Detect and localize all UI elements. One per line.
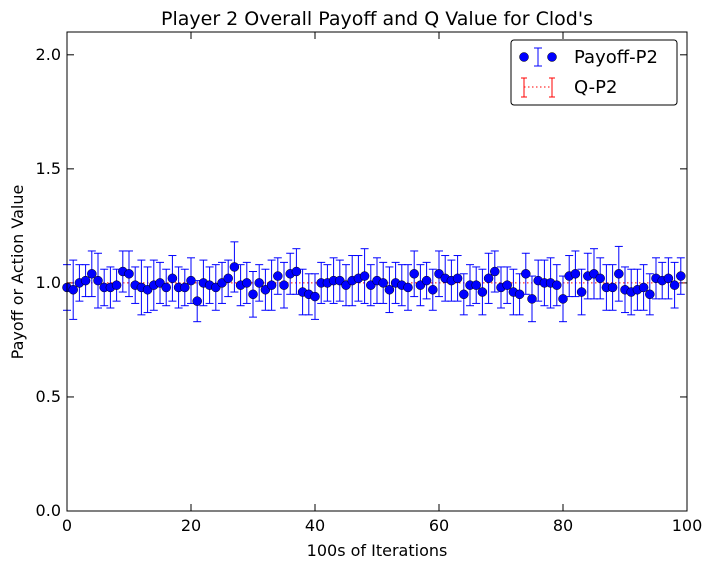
payoff-point — [111, 280, 122, 290]
x-tick-label: 40 — [305, 516, 325, 535]
x-tick-label: 100 — [672, 516, 703, 535]
payoff-point — [359, 271, 370, 281]
payoff-point — [87, 269, 97, 279]
payoff-point — [576, 287, 587, 297]
payoff-point — [607, 282, 618, 293]
payoff-point — [459, 289, 469, 300]
payoff-point — [242, 278, 252, 288]
payoff-point — [409, 269, 419, 279]
payoff-point — [552, 280, 562, 290]
legend-marker-q — [521, 77, 555, 98]
x-tick-label: 60 — [429, 516, 449, 535]
payoff-point — [428, 284, 438, 295]
legend-marker-payoff — [519, 47, 557, 67]
x-tick-label: 0 — [62, 516, 72, 535]
payoff-point — [614, 269, 624, 279]
payoff-point — [595, 273, 605, 284]
legend: Payoff-P2 Q-P2 — [510, 39, 678, 106]
payoff-point — [490, 266, 500, 277]
y-tick-label: 0.0 — [36, 501, 61, 520]
payoff-point — [663, 273, 674, 284]
x-axis-label: 100s of Iterations — [307, 541, 448, 560]
payoff-point — [192, 296, 202, 306]
payoff-point — [403, 282, 413, 293]
legend-label-payoff: Payoff-P2 — [574, 47, 658, 68]
x-tick-label: 20 — [181, 516, 201, 535]
payoff-point — [161, 282, 171, 293]
payoff-point — [167, 273, 178, 284]
y-axis-label: Payoff or Action Value — [8, 185, 27, 360]
y-tick-label: 1.5 — [36, 159, 61, 178]
payoff-point — [180, 282, 190, 293]
payoff-point — [452, 273, 463, 284]
chart-title: Player 2 Overall Payoff and Q Value for … — [161, 8, 593, 30]
payoff-point — [279, 280, 289, 290]
payoff-point — [93, 275, 103, 286]
payoff-point — [502, 280, 512, 290]
payoff-point — [248, 289, 258, 300]
payoff-point — [570, 269, 581, 279]
payoff-point — [310, 291, 320, 302]
payoff-point — [483, 273, 494, 284]
payoff-series — [62, 241, 686, 323]
payoff-point — [676, 271, 686, 281]
payoff-point — [291, 266, 302, 277]
payoff-point — [527, 294, 537, 304]
payoff-point — [521, 269, 531, 279]
payoff-point — [669, 280, 680, 290]
payoff-point — [645, 289, 655, 300]
payoff-point — [68, 284, 78, 295]
payoff-point — [638, 282, 649, 293]
y-tick-labels: 0.0 0.5 1.0 1.5 2.0 — [36, 45, 61, 520]
payoff-point — [266, 280, 277, 290]
legend-label-q: Q-P2 — [574, 77, 617, 98]
payoff-point — [421, 275, 432, 286]
payoff-point — [378, 278, 388, 288]
y-tick-label: 2.0 — [36, 45, 61, 64]
plot-frame — [66, 31, 688, 512]
payoff-point — [229, 262, 240, 272]
payoff-point — [558, 294, 568, 304]
payoff-point — [254, 278, 264, 288]
x-tick-labels: 0 20 40 60 80 100 — [62, 516, 702, 535]
y-tick-label: 1.0 — [36, 273, 61, 292]
payoff-point — [124, 269, 134, 279]
x-tick-label: 80 — [553, 516, 573, 535]
payoff-point — [384, 284, 395, 295]
payoff-point — [80, 275, 91, 286]
y-tick-label: 0.5 — [36, 387, 61, 406]
payoff-point — [273, 271, 283, 281]
payoff-point — [223, 273, 233, 284]
payoff-point — [477, 287, 488, 297]
payoff-point — [471, 280, 481, 290]
